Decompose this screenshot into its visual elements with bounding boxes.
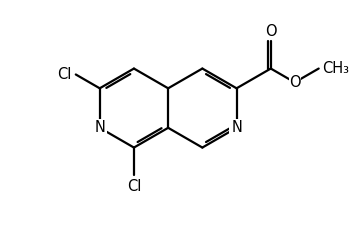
- Text: O: O: [265, 24, 276, 39]
- Text: N: N: [94, 120, 105, 135]
- Text: Cl: Cl: [127, 179, 141, 194]
- Text: Cl: Cl: [58, 67, 72, 82]
- Text: O: O: [289, 75, 301, 90]
- Text: CH₃: CH₃: [321, 61, 348, 76]
- Text: N: N: [231, 120, 242, 135]
